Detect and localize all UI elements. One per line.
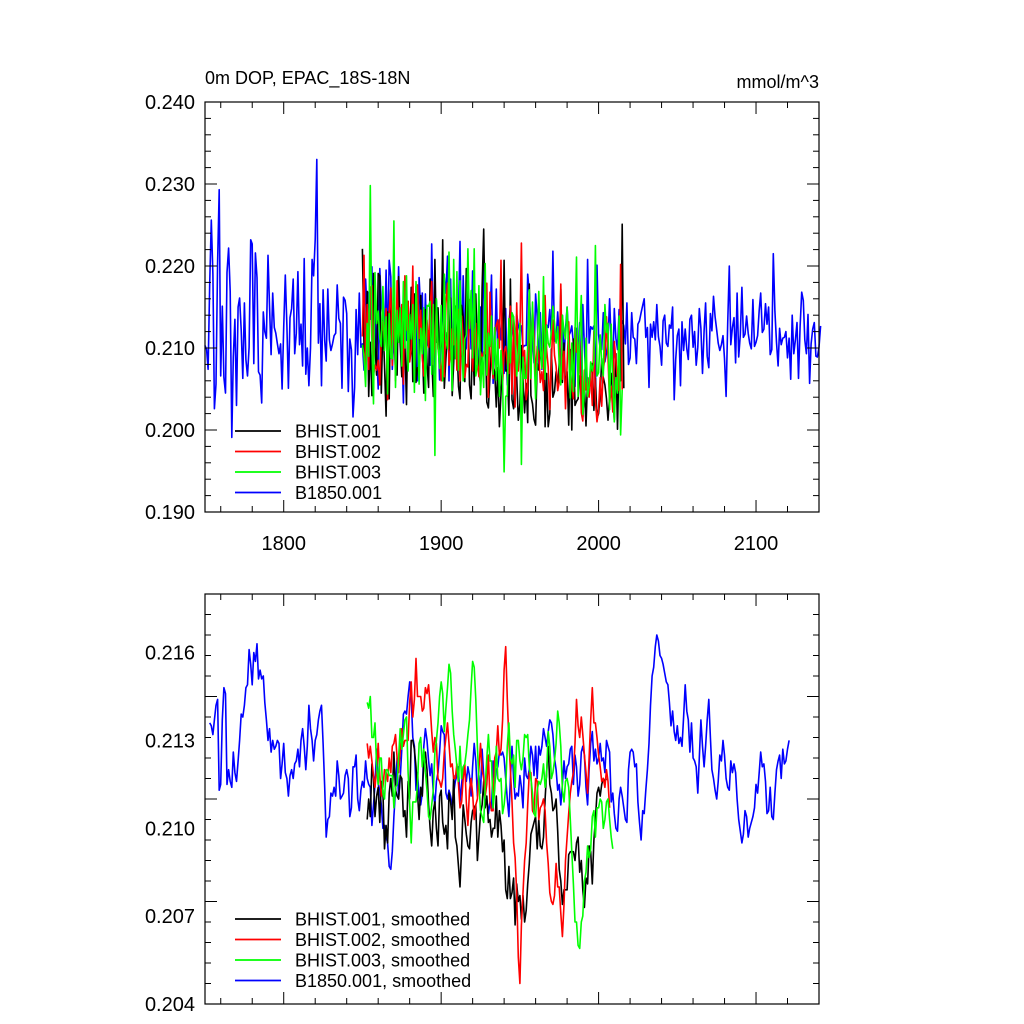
- y-tick-label: 0.220: [145, 256, 195, 278]
- y-tick-label: 0.200: [145, 420, 195, 442]
- y-tick-label: 0.210: [145, 818, 195, 840]
- y-tick-label: 0.210: [145, 338, 195, 360]
- y-tick-label: 0.190: [145, 502, 195, 524]
- series-line-b1850-001: [204, 158, 822, 439]
- series-line-bhist-003: [361, 184, 623, 473]
- y-tick-label: 0.240: [145, 92, 195, 114]
- legend-label: BHIST.003, smoothed: [295, 951, 470, 971]
- legend-label: BHIST.003: [295, 463, 381, 483]
- series-line-bhist-003-smoothed: [366, 660, 614, 950]
- x-tick-label: 2000: [576, 533, 621, 555]
- top-chart-title: 0m DOP, EPAC_18S-18N: [205, 68, 410, 89]
- legend-label: B1850.001, smoothed: [295, 971, 471, 991]
- y-tick-label: 0.213: [145, 730, 195, 752]
- top-chart-units: mmol/m^3: [737, 72, 819, 92]
- top-series-group: [204, 158, 822, 473]
- legend-label: BHIST.002, smoothed: [295, 930, 470, 950]
- legend-label: B1850.001: [295, 483, 382, 503]
- x-tick-label: 1800: [261, 533, 306, 555]
- panel-bottom: 0.204 0.207 0.210 0.213 0.216 BHIST.001, smo…: [145, 593, 820, 1016]
- panel-top: 0.190 0.200 0.210 0.220 0.230 0.240 1800 1900 20…: [145, 68, 822, 555]
- bottom-axes: 0.204 0.207 0.210 0.213 0.216: [145, 593, 820, 1016]
- bottom-series-group: [208, 634, 790, 985]
- y-tick-label: 0.216: [145, 643, 195, 665]
- x-tick-label: 2100: [734, 533, 779, 555]
- top-axes: 0.190 0.200 0.210 0.220 0.230 0.240 1800 1900 20…: [145, 92, 820, 555]
- x-tick-label: 1900: [419, 533, 464, 555]
- y-tick-label: 0.230: [145, 174, 195, 196]
- legend-label: BHIST.002: [295, 442, 381, 462]
- top-plot-frame: [204, 101, 820, 513]
- legend-label: BHIST.001: [295, 422, 381, 442]
- legend-label: BHIST.001, smoothed: [295, 910, 470, 930]
- series-line-bhist-001-smoothed: [366, 739, 608, 926]
- y-tick-label: 0.207: [145, 906, 195, 928]
- y-tick-label: 0.204: [145, 994, 195, 1016]
